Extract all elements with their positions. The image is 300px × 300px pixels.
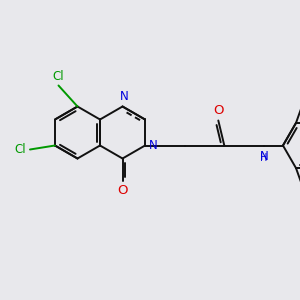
Text: Cl: Cl: [53, 70, 64, 83]
Text: N: N: [120, 91, 128, 103]
Text: N: N: [260, 149, 268, 163]
Text: O: O: [117, 184, 128, 197]
Text: Cl: Cl: [14, 143, 26, 156]
Text: H: H: [260, 152, 268, 163]
Text: O: O: [213, 104, 224, 117]
Text: N: N: [149, 139, 158, 152]
